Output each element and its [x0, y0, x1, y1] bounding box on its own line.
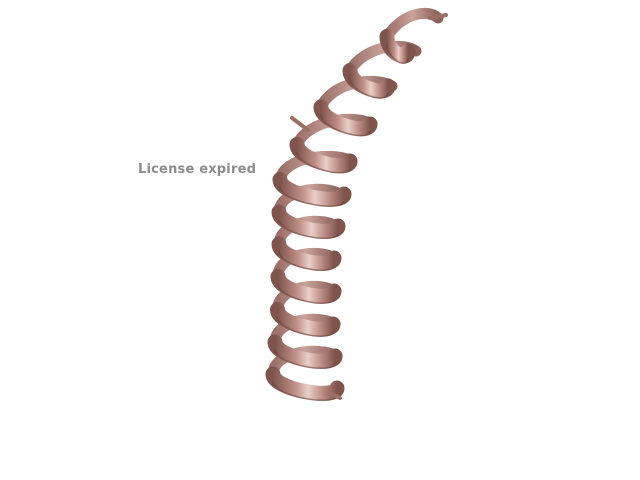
helix-edge-line [386, 43, 409, 64]
helix-edge-line [277, 283, 335, 304]
helix-front-segment [271, 236, 342, 271]
helix-front-segment [267, 334, 343, 369]
kink-tail [290, 116, 310, 132]
helix-front-segment [271, 204, 346, 239]
n-terminus-tail [428, 13, 448, 20]
c-terminus-tail [330, 392, 342, 400]
helix-front-segment [313, 99, 378, 137]
helix-front-segment [342, 63, 396, 99]
license-expired-watermark: License expired [138, 162, 257, 177]
helix-edge-line [296, 151, 351, 174]
helix-front-segment [272, 172, 352, 207]
helix-front-segment [270, 269, 342, 304]
helix-front-segment [379, 29, 416, 64]
helix-edge-line [276, 316, 334, 337]
helix-edge-line [320, 113, 371, 137]
helix-edge-line [278, 218, 339, 240]
helix-edge-line [274, 348, 336, 370]
helix-front-segment [289, 137, 358, 174]
helix-front-segment [270, 302, 341, 337]
helix-edge-line [279, 186, 345, 207]
helix-front-segment [265, 366, 345, 401]
helix-edge-line [272, 380, 338, 402]
helix-front-strands [265, 29, 416, 402]
helix-edge-line [278, 250, 335, 272]
helix-edge-line [349, 77, 389, 99]
